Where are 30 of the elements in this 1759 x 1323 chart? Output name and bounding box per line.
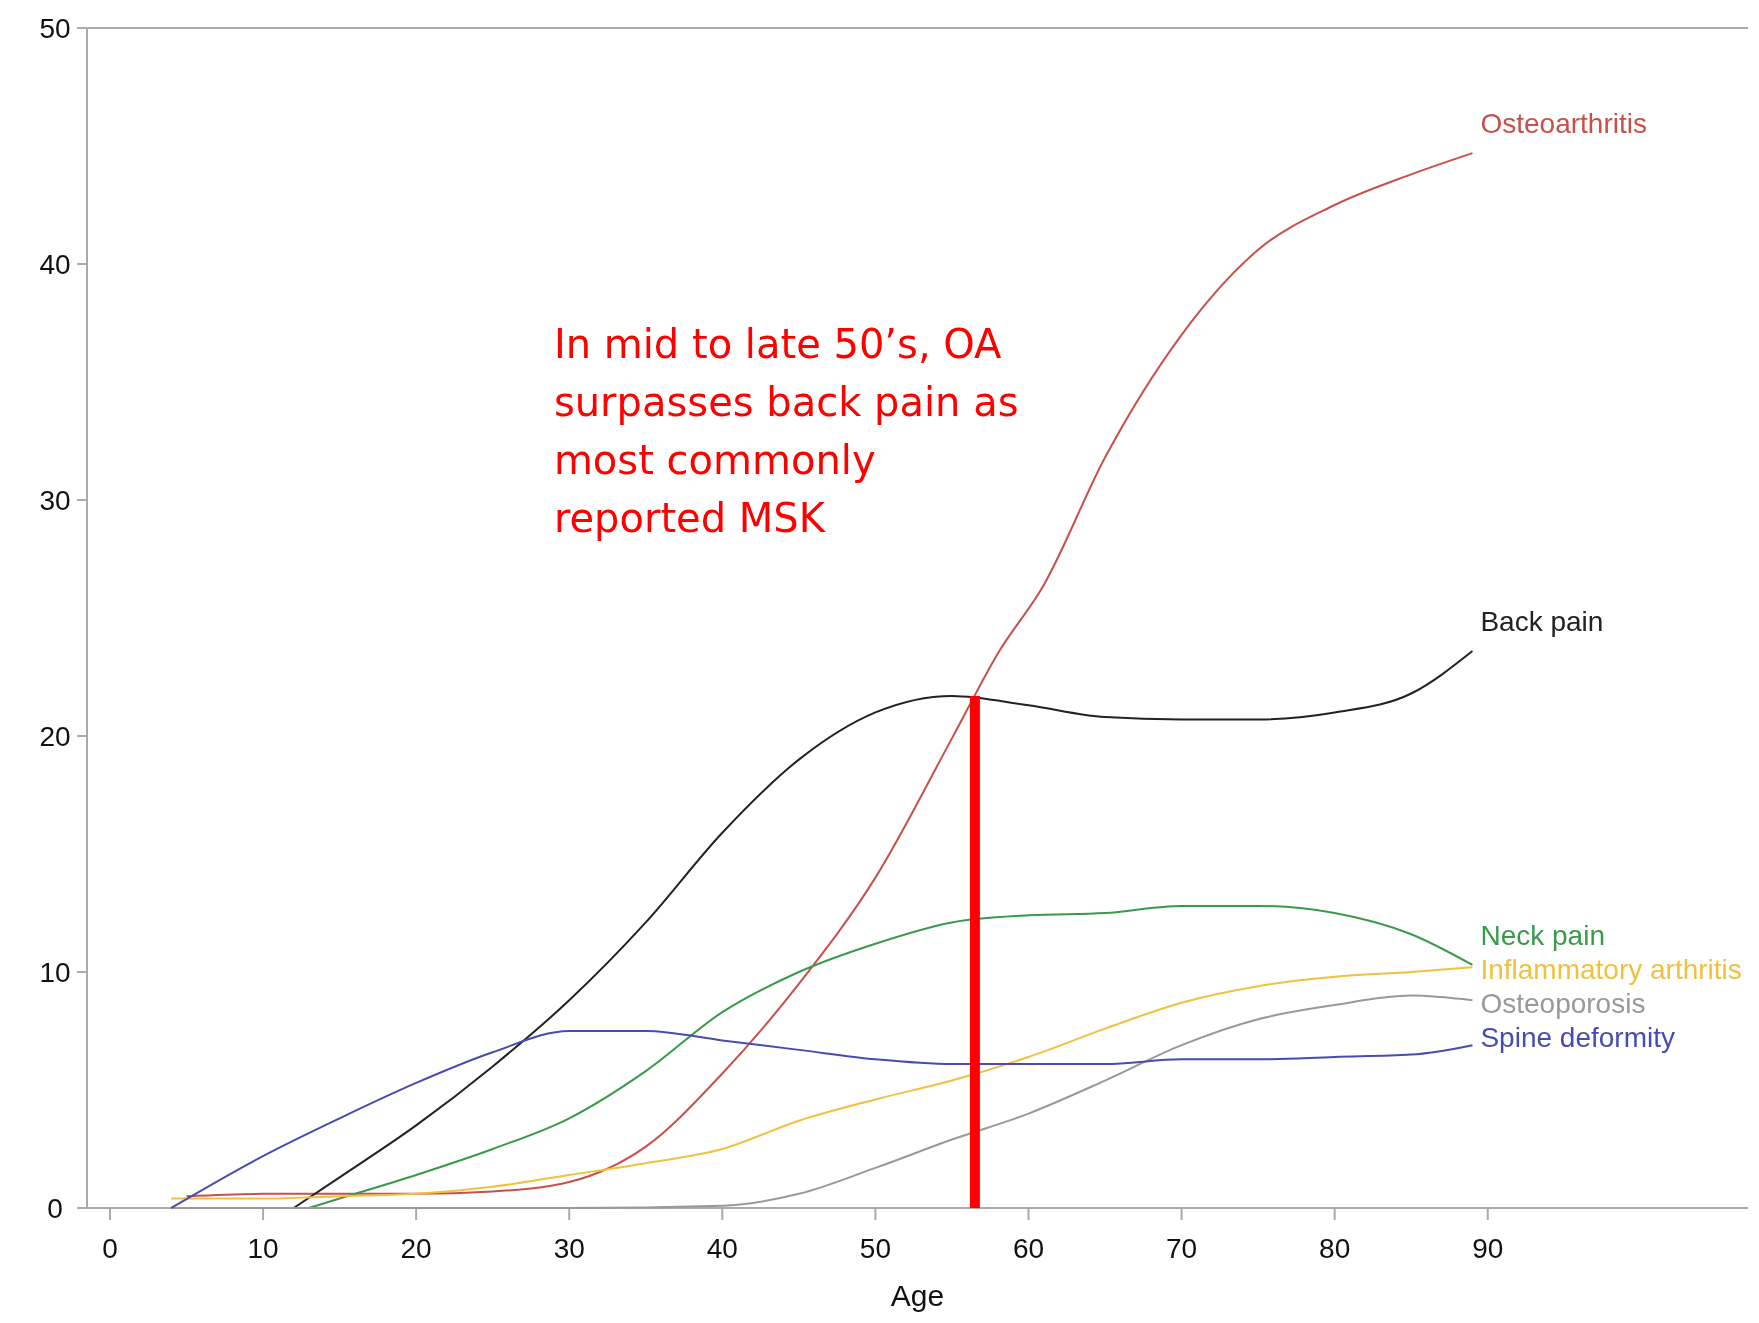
y-tick-label: 40 (39, 249, 71, 280)
line-series (170, 966, 1474, 1200)
x-tick-label: 20 (400, 1233, 432, 1264)
series-label: Back pain (1480, 606, 1604, 638)
x-tick-label: 80 (1319, 1233, 1351, 1264)
series-label: Osteoarthritis (1480, 108, 1647, 140)
x-tick-label: 50 (859, 1233, 891, 1264)
x-tick-label: 40 (706, 1233, 738, 1264)
y-tick-label: 0 (47, 1193, 63, 1224)
y-tick-label: 10 (39, 957, 71, 988)
y-tick-label: 50 (39, 13, 71, 44)
x-tick-label: 30 (553, 1233, 585, 1264)
series-label: Inflammatory arthritis (1480, 953, 1742, 985)
line-series (292, 650, 1474, 1209)
line-series (170, 994, 1474, 1209)
x-tick-label: 70 (1166, 1233, 1198, 1264)
series-label: Osteoporosis (1480, 987, 1646, 1019)
y-tick-label: 20 (39, 721, 71, 752)
x-tick-label: 0 (102, 1233, 118, 1264)
x-tick-label: 10 (247, 1233, 279, 1264)
annotation: In mid to late 50’s, OA surpasses back pain as most commonly reported MSK (553, 321, 1019, 541)
x-tick-label: 90 (1472, 1233, 1504, 1264)
line-series (307, 904, 1474, 1209)
line-series (170, 1030, 1474, 1209)
series-label: Neck pain (1480, 919, 1605, 951)
y-tick-label: 30 (39, 485, 71, 516)
series-label: Spine deformity (1480, 1021, 1675, 1053)
line-series (185, 152, 1474, 1198)
x-tick-label: 60 (1012, 1233, 1045, 1264)
x-axis-title: Age (890, 1279, 945, 1312)
